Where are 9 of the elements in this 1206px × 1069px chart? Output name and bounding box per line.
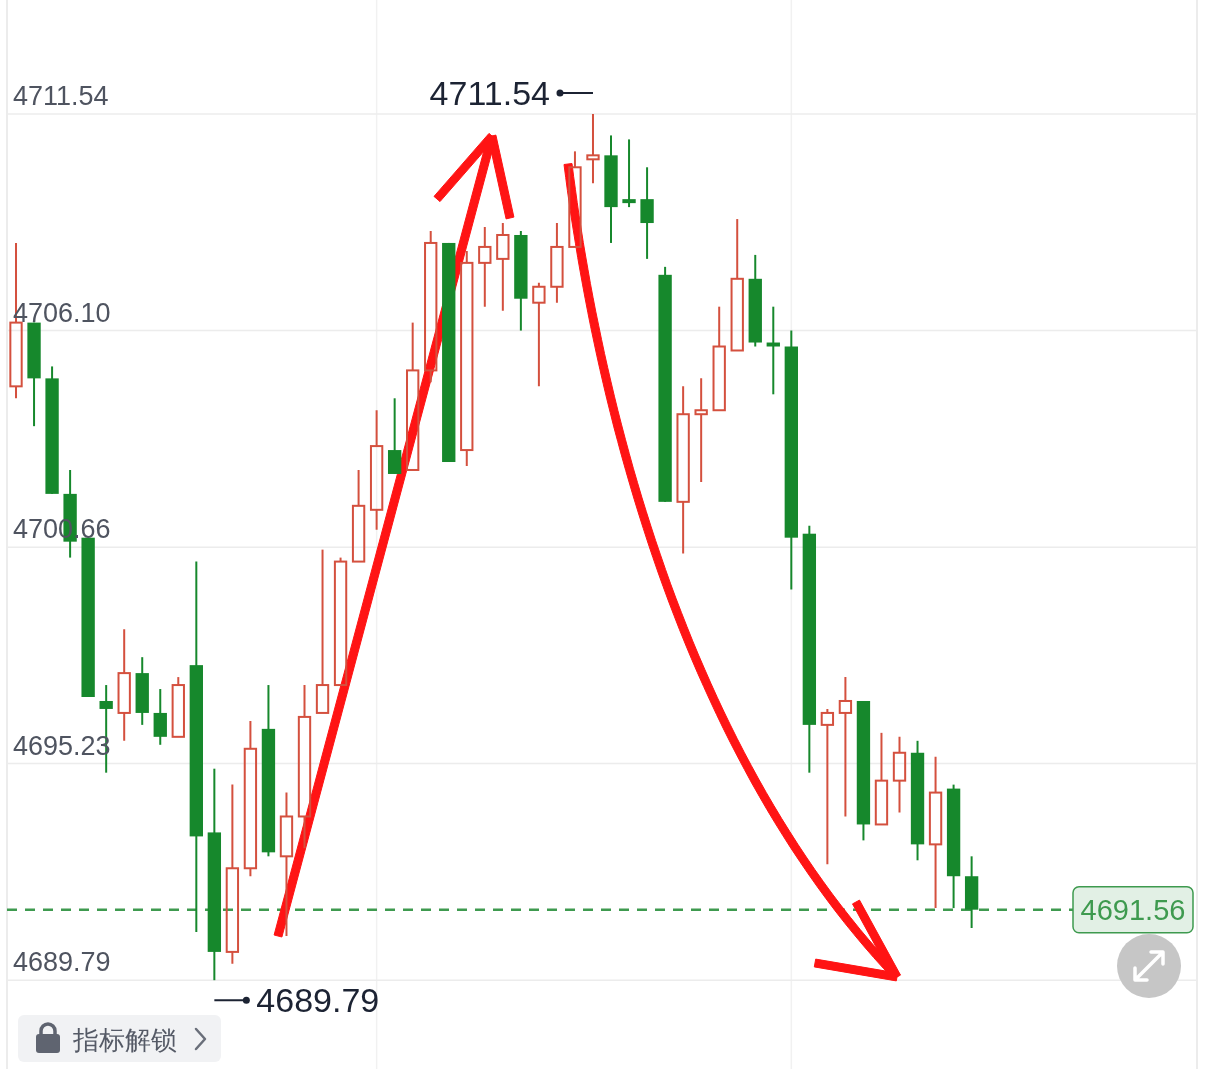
annotation: 指标解锁 <box>72 1025 177 1055</box>
y-tick-label: 4689.79 <box>13 947 111 978</box>
annotation: 4711.54 <box>429 73 594 112</box>
ref-line: 4691.56 <box>7 885 1194 934</box>
ref-line-label: 4691.56 <box>1080 893 1186 926</box>
button: 指标解锁 <box>18 1015 221 1062</box>
annotation: 4711.54 <box>429 73 550 112</box>
annotation: 4689.79 <box>256 981 380 1020</box>
y-tick-label: 4711.54 <box>13 80 109 111</box>
